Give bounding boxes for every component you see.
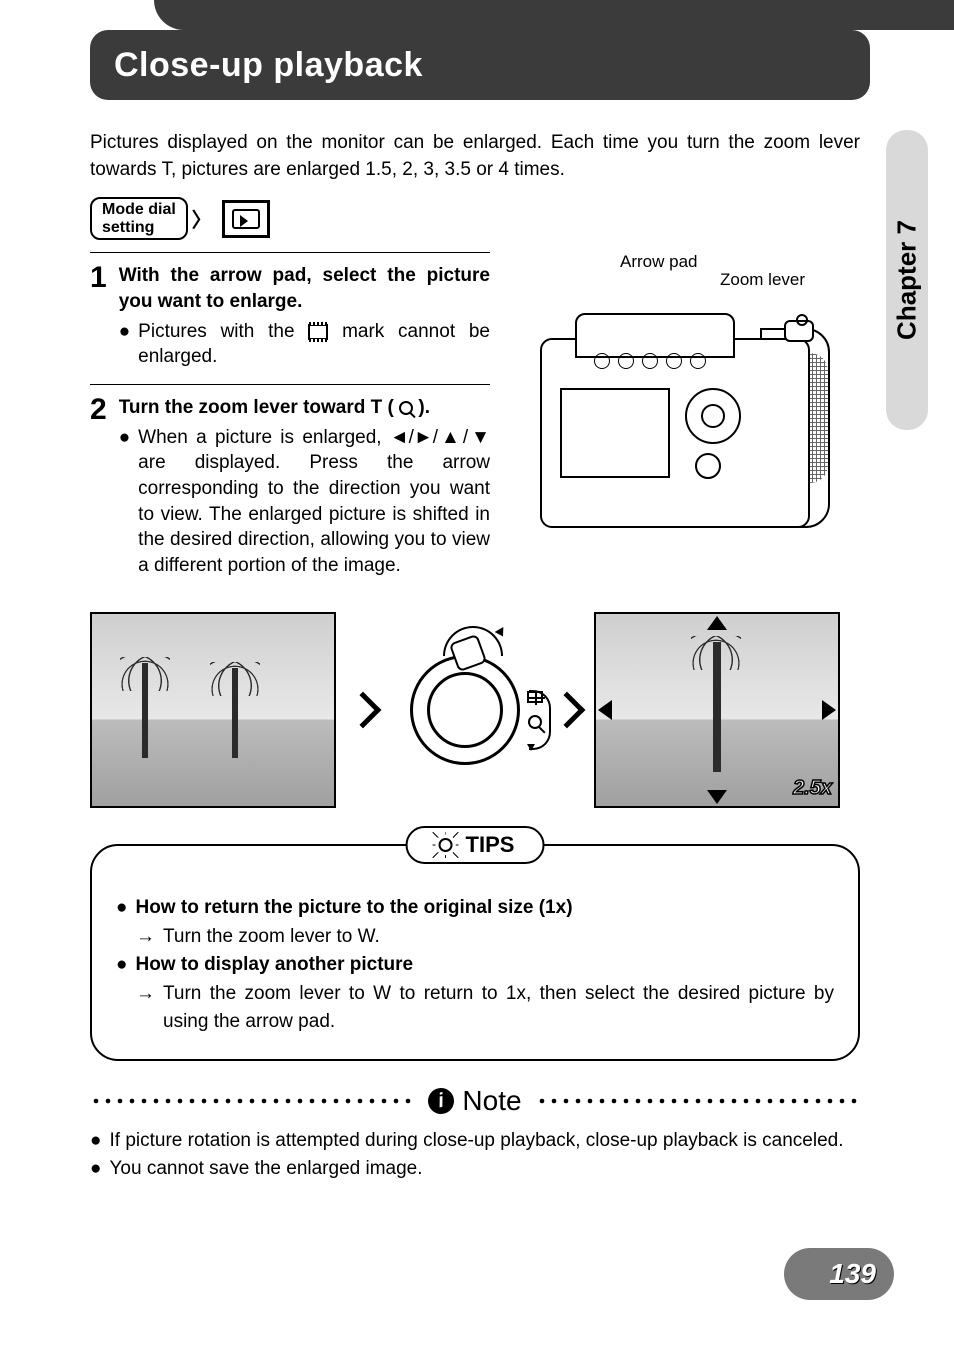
step-2-number: 2 — [90, 395, 107, 578]
arrow-right-icon: → — [136, 923, 155, 952]
dots-left-icon — [90, 1098, 414, 1104]
step-2-heading-post: ). — [413, 397, 430, 418]
mode-dial-label-line2: setting — [102, 219, 176, 237]
note-icon: i — [426, 1086, 456, 1116]
mode-dial-label-box: Mode dial setting — [90, 197, 188, 240]
tip-2-heading-text: How to display another picture — [135, 951, 413, 980]
note-item-1: If picture rotation is attempted during … — [109, 1127, 843, 1156]
arrow-right-icon — [345, 692, 382, 729]
original-image-panel — [90, 612, 336, 808]
tips-box: TIPS ● How to return the picture to the … — [90, 844, 860, 1061]
tip-2-heading: ● How to display another picture — [116, 951, 834, 980]
tip-1-body-text: Turn the zoom lever to W. — [163, 923, 380, 952]
tip-1-body: → Turn the zoom lever to W. — [136, 923, 834, 952]
tip-2-body: → Turn the zoom lever to W to return to … — [136, 980, 834, 1037]
camera-diagram — [520, 298, 840, 558]
page-number-pill: 139 — [784, 1248, 894, 1300]
bullet-icon: ● — [119, 319, 130, 370]
mode-dial-arrow-icon: 〉 — [192, 204, 212, 233]
section-title-bar: Close-up playback — [90, 30, 870, 100]
tips-label-text: TIPS — [466, 832, 515, 858]
step-1-bullet-pre: Pictures with the — [138, 321, 308, 342]
zoom-lever-label: Zoom lever — [720, 270, 805, 290]
note-header: i Note — [90, 1085, 860, 1117]
tip-1-heading-text: How to return the picture to the origina… — [135, 894, 572, 923]
magnify-icon — [528, 715, 542, 729]
arrow-pad-label: Arrow pad — [620, 252, 697, 272]
nav-up-icon — [707, 616, 727, 630]
bullet-icon: ● — [90, 1127, 101, 1156]
bullet-icon: ● — [116, 894, 127, 923]
magnify-icon — [399, 401, 413, 415]
step-1-number: 1 — [90, 263, 107, 370]
movie-icon — [308, 324, 328, 340]
section-title: Close-up playback — [114, 46, 423, 85]
arrow-right-icon: → — [136, 980, 155, 1037]
step-1-bullet: Pictures with the mark cannot be enlarge… — [138, 319, 490, 370]
arrow-pad-icon — [685, 388, 741, 444]
zoom-lever-icon — [784, 320, 814, 342]
page-number: 139 — [829, 1258, 876, 1290]
nav-down-icon — [707, 790, 727, 804]
note-body: ● If picture rotation is attempted durin… — [90, 1127, 860, 1184]
bullet-icon: ● — [90, 1155, 101, 1184]
tip-1-heading: ● How to return the picture to the origi… — [116, 894, 834, 923]
zoom-illustration-row: 2.5x — [90, 612, 860, 808]
step-2-heading-pre: Turn the zoom lever toward T ( — [119, 397, 399, 418]
arrow-right-icon — [549, 692, 586, 729]
tips-label: TIPS — [406, 826, 545, 864]
page-header-corner — [154, 0, 954, 30]
step-2-heading: Turn the zoom lever toward T ( ). — [119, 395, 490, 421]
nav-left-icon — [598, 700, 612, 720]
index-icon — [527, 691, 543, 703]
mode-dial-row: Mode dial setting 〉 — [90, 197, 860, 240]
intro-paragraph: Pictures displayed on the monitor can be… — [90, 130, 860, 183]
nav-right-icon — [822, 700, 836, 720]
zoomed-image-panel: 2.5x — [594, 612, 840, 808]
zoom-factor-badge: 2.5x — [793, 777, 832, 800]
camera-labels: Arrow pad Zoom lever — [510, 252, 860, 292]
dots-right-icon — [536, 1098, 860, 1104]
tip-2-body-text: Turn the zoom lever to W to return to 1x… — [163, 980, 834, 1037]
bullet-icon: ● — [116, 951, 127, 980]
step-2-bullet: When a picture is enlarged, ◄/►/▲/▼ are … — [138, 425, 490, 579]
zoom-dial-diagram — [390, 612, 540, 808]
note-label-text: Note — [462, 1085, 521, 1117]
step-2: 2 Turn the zoom lever toward T ( ). ● Wh… — [90, 384, 490, 578]
step-1: 1 With the arrow pad, select the picture… — [90, 252, 490, 370]
mode-dial-label-line1: Mode dial — [102, 201, 176, 219]
step-1-heading: With the arrow pad, select the picture y… — [119, 263, 490, 314]
chapter-label: Chapter 7 — [892, 220, 923, 340]
lightbulb-icon — [436, 835, 456, 855]
playback-mode-icon — [222, 200, 270, 238]
bullet-icon: ● — [119, 425, 130, 579]
note-item-2: You cannot save the enlarged image. — [109, 1155, 422, 1184]
chapter-tab: Chapter 7 — [886, 130, 928, 430]
